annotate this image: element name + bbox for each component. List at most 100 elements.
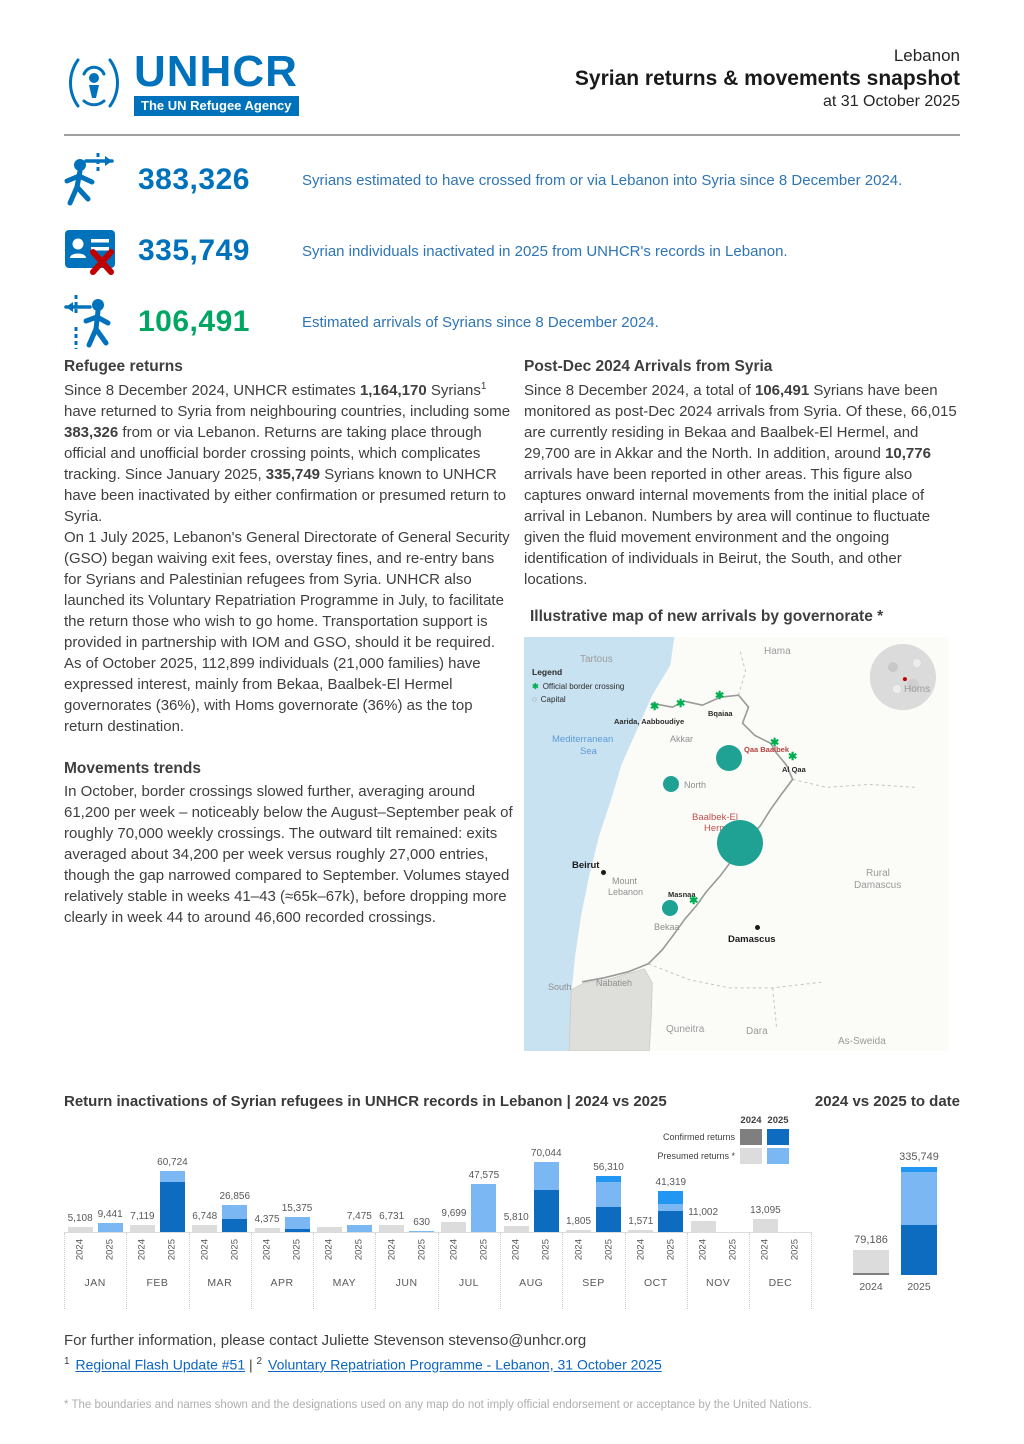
map-disclaimer: * The boundaries and names shown and the…	[64, 1398, 812, 1411]
map-label: Bqaiaa	[708, 709, 733, 719]
summary-bar-chart: 79,186 2024 335,749 2025	[820, 1119, 970, 1309]
capital-icon: ◌	[532, 695, 537, 705]
map-label: Homs	[904, 684, 931, 696]
regional-flash-update-link[interactable]: Regional Flash Update #51	[75, 1356, 246, 1373]
arrivals-bubble-bekaa	[662, 900, 678, 917]
bar-value-label: 13,095	[750, 1204, 781, 1216]
month-group-aug: 5,810 2024 70,044 2025 AUG	[500, 1119, 562, 1309]
bar-segment	[853, 1273, 889, 1275]
bar-2025-jul	[471, 1184, 497, 1232]
footnote-2-marker: 2	[256, 1356, 263, 1367]
month-group-mar: 6,748 2024 26,856 2025 MAR	[188, 1119, 251, 1309]
month-label: APR	[270, 1277, 294, 1289]
stat-desc-arrivals: Estimated arrivals of Syrians since 8 De…	[302, 313, 659, 331]
month-label: MAY	[332, 1277, 357, 1289]
year-tick-label: 2025	[104, 1239, 116, 1261]
bar-value-label: 6,748	[192, 1211, 218, 1223]
arrivals-paragraph: Since 8 December 2024, a total of 106,49…	[524, 380, 962, 590]
map-label: Mount	[612, 876, 638, 887]
bar-segment	[533, 1189, 559, 1232]
contact-line: For further information, please contact …	[64, 1332, 587, 1349]
bar-value-label: 9,441	[97, 1208, 123, 1220]
map-label: North	[684, 780, 707, 791]
chart-baseline	[64, 1232, 812, 1233]
map-label: Baalbek-El	[692, 812, 738, 824]
month-label: JUL	[458, 1277, 480, 1289]
border-crossing-icon: ✱	[532, 682, 539, 692]
chart-legend: 2024 2025 Confirmed returns Presumed return…	[639, 1115, 789, 1167]
year-tick-label: 2025	[907, 1281, 931, 1293]
map-label: Hermel	[704, 823, 735, 835]
map-legend-label: Capital	[540, 695, 566, 705]
legend-label: Confirmed returns	[662, 1132, 735, 1142]
legend-label: Presumed returns *	[657, 1151, 735, 1161]
border-crossing-icon: ✱	[770, 737, 780, 750]
bar-2025-aug	[533, 1161, 559, 1232]
bar-2025-jan	[97, 1222, 123, 1232]
map-legend-title: Legend	[532, 667, 563, 678]
month-group-jul: 9,699 2024 47,575 2025 JUL	[437, 1119, 500, 1309]
capital-dot-beirut	[601, 870, 606, 876]
bar-2025-may	[346, 1224, 372, 1232]
bar-segment	[67, 1226, 93, 1232]
month-group-feb: 7,119 2024 60,724 2025 FEB	[126, 1119, 188, 1309]
arrivals-map: Legend ✱ Official border crossing ◌ Capi…	[524, 637, 948, 1052]
stat-row-crossings: 383,326 Syrians estimated to have crosse…	[62, 148, 962, 212]
movements-trends-paragraph: In October, border crossings slowed furt…	[64, 783, 513, 927]
year-tick-label: 2024	[323, 1239, 335, 1261]
year-tick-label: 2024	[510, 1239, 522, 1261]
border-crossing-icon: ✱	[650, 701, 660, 714]
bar-value-label: 5,810	[503, 1212, 529, 1224]
bar-value-label: 41,319	[655, 1176, 687, 1188]
month-group-sep: 1,805 2024 56,310 2025 SEP	[562, 1119, 624, 1309]
year-tick-label: 2025	[416, 1239, 428, 1261]
bar-segment	[284, 1228, 310, 1232]
text-run: arrivals have been reported in other are…	[524, 465, 931, 588]
bar-segment	[901, 1166, 937, 1173]
bar-segment	[596, 1175, 622, 1183]
movements-trends-heading: Movements trends	[64, 759, 201, 777]
map-label: Akkar	[670, 734, 694, 745]
month-label: AUG	[519, 1277, 544, 1289]
bar-2024-jan	[67, 1226, 93, 1232]
map-legend-label: Official border crossing	[542, 682, 625, 692]
unhcr-wordmark: UNHCR The UN Refugee Agency	[134, 50, 299, 116]
bar-value-label: 1,571	[628, 1216, 654, 1228]
year-tick-label: 2025	[291, 1239, 303, 1261]
bar-segment	[752, 1218, 778, 1232]
month-label: NOV	[705, 1277, 731, 1289]
voluntary-repatriation-link[interactable]: Voluntary Repatriation Programme - Leban…	[268, 1356, 662, 1373]
bar-segment	[441, 1222, 467, 1232]
legend-swatch	[767, 1148, 789, 1164]
month-label: JAN	[84, 1277, 106, 1289]
legend-row: Confirmed returns	[639, 1129, 789, 1145]
map-legend: Legend ✱ Official border crossing ◌ Capi…	[532, 667, 624, 707]
year-tick-label: 2024	[448, 1239, 460, 1261]
unhcr-wordmark-text: UNHCR	[134, 47, 298, 96]
map-label: Masnaa	[668, 890, 696, 900]
refugee-returns-paragraph-1: Since 8 December 2024, UNHCR estimates 1…	[64, 380, 514, 527]
bar-segment	[254, 1227, 280, 1232]
year-tick-label: 2025	[603, 1239, 615, 1261]
border-crossing-icon: ✱	[715, 690, 725, 703]
bar-segment	[222, 1218, 248, 1232]
year-tick-label: 2025	[540, 1239, 552, 1261]
map-label: Damascus	[854, 880, 902, 892]
bar-value-label: 7,475	[346, 1210, 372, 1222]
map-label: Dara	[746, 1026, 768, 1038]
bar-value-label: 15,375	[281, 1202, 313, 1214]
border-crossing-icon: ✱	[788, 751, 798, 764]
bar-value-label: 1,805	[566, 1216, 592, 1228]
bar-value-label: 4,375	[254, 1213, 280, 1225]
map-label: As-Sweida	[838, 1036, 886, 1048]
bar-segment	[596, 1182, 622, 1208]
map-legend-item-crossing: ✱ Official border crossing	[532, 681, 624, 692]
unhcr-logo: UNHCR The UN Refugee Agency	[62, 50, 299, 121]
text-run: 383,326	[64, 423, 119, 441]
year-tick-label: 2024	[136, 1239, 148, 1261]
stat-value-arrivals: 106,491	[138, 305, 250, 338]
person-arriving-left-icon	[62, 293, 138, 351]
map-label: Lebanon	[608, 887, 644, 898]
text-run: Since 8 December 2024, UNHCR estimates	[64, 381, 360, 399]
